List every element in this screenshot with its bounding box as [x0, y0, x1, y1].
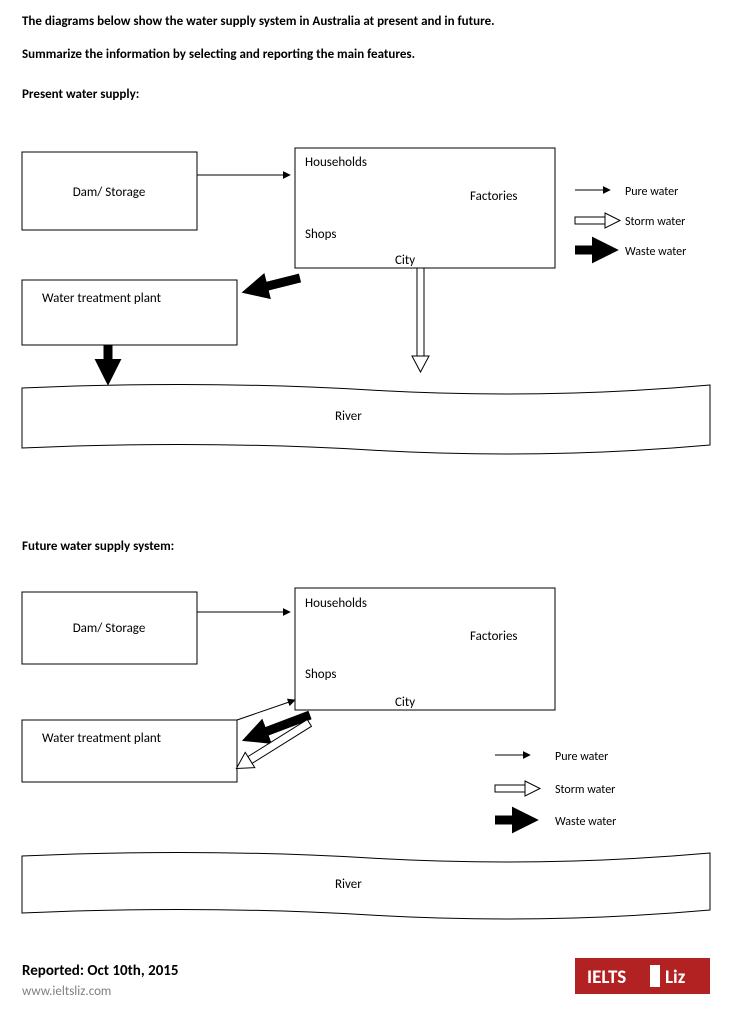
logo-ielts-text: IELTS	[587, 966, 626, 989]
header-line2: Summarize the information by selecting a…	[22, 47, 415, 62]
future-dam-label: Dam/ Storage	[73, 621, 146, 636]
future-river-label: River	[335, 877, 362, 892]
present-wtp-label: Water treatment plant	[42, 291, 162, 306]
future-households: Households	[305, 596, 367, 611]
ielts-liz-logo: IELTS Liz	[575, 958, 710, 994]
present-dam-label: Dam/ Storage	[73, 185, 146, 200]
header-line1: The diagrams below show the water supply…	[22, 14, 495, 29]
diagram-canvas: The diagrams below show the water supply…	[0, 0, 731, 1024]
present-shops: Shops	[305, 227, 337, 242]
legend-storm-label: Storm water	[625, 215, 685, 229]
present-river-label: River	[335, 409, 362, 424]
present-city: City	[395, 253, 415, 268]
present-households: Households	[305, 155, 367, 170]
present-legend: Pure water Storm water Waste water	[575, 185, 686, 259]
footer-url: www.ieltsliz.com	[22, 984, 111, 999]
future-legend-waste-label: Waste water	[555, 815, 616, 829]
legend-waste-label: Waste water	[625, 245, 686, 259]
future-legend-storm-label: Storm water	[555, 783, 615, 797]
present-wtp-box	[22, 280, 237, 345]
future-factories: Factories	[470, 629, 518, 644]
future-shops: Shops	[305, 667, 337, 682]
legend-pure-label: Pure water	[625, 185, 678, 199]
present-arrow-city-river	[412, 268, 429, 372]
future-arrow-wtp-city	[237, 700, 295, 720]
future-legend: Pure water Storm water Waste water	[495, 750, 616, 829]
present-factories: Factories	[470, 189, 518, 204]
future-wtp-label: Water treatment plant	[42, 731, 162, 746]
future-city: City	[395, 695, 415, 710]
present-title: Present water supply:	[22, 87, 139, 102]
future-title: Future water supply system:	[22, 539, 174, 554]
future-legend-pure-label: Pure water	[555, 750, 608, 764]
legend-storm-arrow	[575, 213, 620, 228]
present-river	[22, 384, 710, 454]
future-river	[22, 852, 710, 919]
future-legend-storm-arrow	[495, 781, 540, 796]
footer-reported: Reported: Oct 10th, 2015	[22, 962, 179, 980]
present-arrow-city-wtp	[252, 278, 300, 290]
future-wtp-box	[22, 720, 237, 782]
logo-liz-text: Liz	[665, 966, 686, 989]
